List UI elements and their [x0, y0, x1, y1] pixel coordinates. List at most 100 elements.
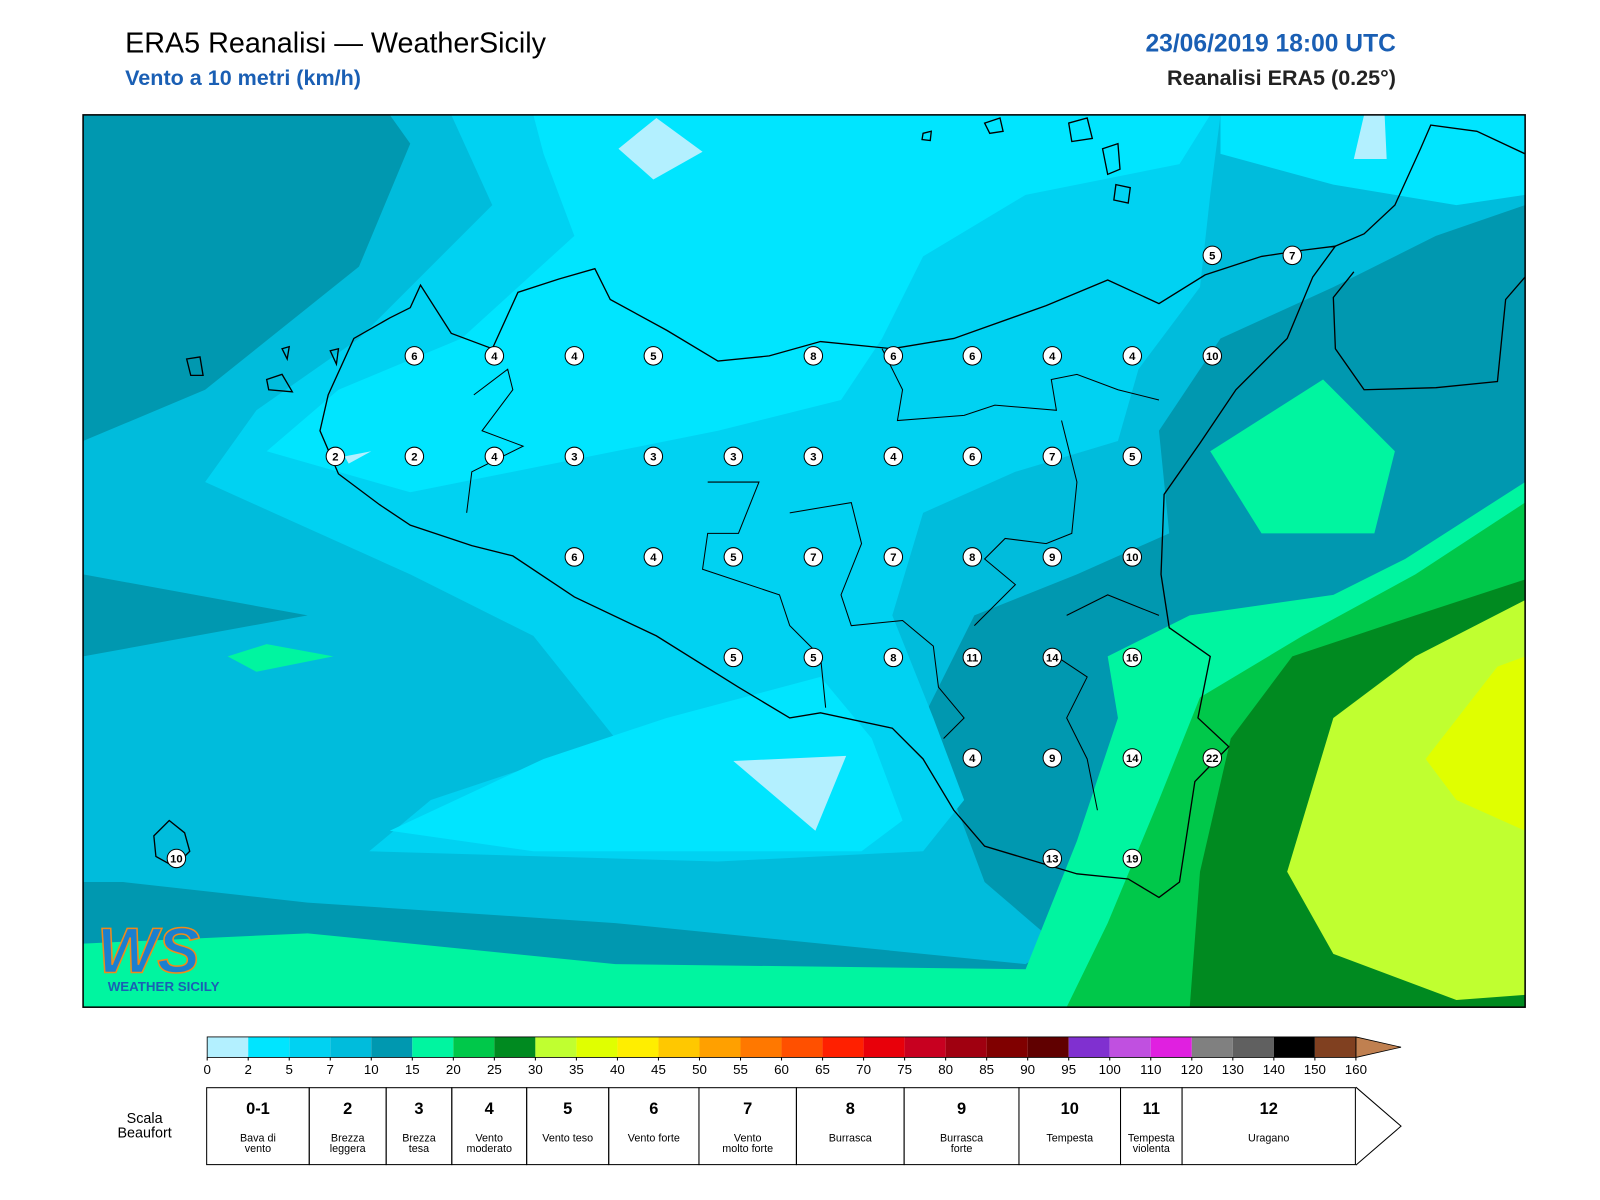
beaufort-force: 12: [1259, 1100, 1278, 1118]
beaufort-force: 6: [649, 1100, 659, 1118]
beaufort-cell: 9 Burrasca forte: [903, 1087, 1020, 1166]
station-marker: [1122, 446, 1143, 467]
beaufort-arrow: [1355, 1086, 1402, 1166]
wind-area: [266, 114, 1211, 493]
colorbar-bin: [412, 1036, 454, 1058]
beaufort-force: 0-1: [246, 1100, 270, 1118]
station-value: 5: [650, 351, 656, 363]
station-marker: [643, 346, 664, 366]
map-frame: [82, 114, 1526, 1008]
beaufort-cell: 6 Vento forte: [608, 1087, 700, 1166]
station-marker: [962, 346, 983, 366]
beaufort-cell: 2 Brezza leggera: [308, 1087, 387, 1166]
colorbar-tick-label: 100: [1099, 1062, 1121, 1077]
logo-name: WEATHER SICILY: [108, 979, 220, 994]
station-marker: [803, 647, 824, 668]
colorbar-tick-label: 35: [569, 1062, 584, 1077]
station-marker: [1122, 346, 1143, 366]
coastlines: [153, 117, 1526, 899]
beaufort-name: Vento forte: [627, 1132, 680, 1145]
station-value: 14: [1126, 753, 1139, 765]
station-value: 7: [1289, 250, 1295, 262]
colorbar-tick-label: 7: [327, 1062, 334, 1077]
station-value: 6: [890, 351, 896, 363]
station-value: 10: [1126, 552, 1139, 564]
beaufort-name: Tempesta: [1046, 1132, 1094, 1145]
station-marker: [1282, 245, 1303, 266]
beaufort-cell: 7 Vento molto forte: [698, 1087, 797, 1166]
colorbar-bin: [781, 1036, 823, 1058]
station-marker: [883, 346, 904, 366]
beaufort-name: Uragano: [1248, 1132, 1290, 1145]
station-marker: [723, 446, 744, 467]
station-marker: [883, 547, 904, 567]
colorbar-bin: [740, 1036, 782, 1058]
station-value: 9: [1049, 753, 1055, 765]
station-marker: [1202, 245, 1223, 266]
beaufort-name: Vento molto forte: [722, 1132, 774, 1155]
station-marker: [564, 446, 585, 467]
beaufort-force: 8: [845, 1100, 855, 1118]
station-marker: [1122, 547, 1143, 567]
colorbar-bin: [1273, 1036, 1315, 1058]
colorbar-bin: [658, 1036, 700, 1058]
station-value: 8: [810, 351, 816, 363]
title: ERA5 Reanalisi — WeatherSicily: [125, 26, 546, 59]
colorbar-outline: [206, 1036, 1357, 1058]
beaufort-name: Vento moderato: [466, 1132, 512, 1155]
logo-mark: WS: [97, 915, 199, 986]
station-marker: [1042, 446, 1063, 467]
colorbar-bin: [248, 1036, 290, 1058]
station-value: 14: [1046, 653, 1059, 665]
station-value: 9: [1049, 552, 1055, 564]
station-value: 8: [969, 552, 975, 564]
station-value: 7: [810, 552, 816, 564]
station-marker: [1202, 748, 1223, 768]
colorbar-tick-label: 55: [733, 1062, 748, 1077]
station-marker: [803, 346, 824, 366]
colorbar-bin: [945, 1036, 987, 1058]
station-marker: [962, 547, 983, 567]
station-marker: [404, 446, 425, 467]
colorbar-tick-label: 45: [651, 1062, 666, 1077]
beaufort-name: Burrasca: [828, 1132, 872, 1145]
wind-area: [227, 644, 334, 672]
colorbar-tick-label: 2: [244, 1062, 251, 1077]
station-marker: [1042, 647, 1063, 668]
beaufort-name: Brezza leggera: [329, 1132, 366, 1155]
colorbar-tick-label: 30: [528, 1062, 543, 1077]
beaufort-force: 7: [743, 1100, 753, 1118]
station-value: 7: [1049, 452, 1055, 464]
beaufort-name: Vento teso: [542, 1132, 594, 1145]
station-value: 3: [730, 452, 736, 464]
colorbar-extension: [1355, 1036, 1402, 1058]
colorbar-tick-label: 120: [1181, 1062, 1203, 1077]
beaufort-cell: 0-1 Bava di vento: [206, 1087, 310, 1166]
colorbar-tick-label: 65: [815, 1062, 830, 1077]
colorbar-tick-label: 60: [774, 1062, 789, 1077]
colorbar-bin: [986, 1036, 1028, 1058]
station-value: 5: [810, 653, 816, 665]
colorbar-bin: [1150, 1036, 1192, 1058]
station-value: 6: [571, 552, 577, 564]
station-marker: [564, 346, 585, 366]
beaufort-force: 4: [484, 1100, 494, 1118]
station-marker: [883, 647, 904, 668]
colorbar-tick-label: 80: [938, 1062, 953, 1077]
station-marker: [564, 547, 585, 567]
wind-area: [733, 755, 847, 831]
colorbar-tick-label: 150: [1304, 1062, 1326, 1077]
colorbar-bin: [904, 1036, 946, 1058]
wind-area: [389, 676, 903, 852]
station-marker: [1122, 848, 1143, 869]
station-value: 5: [730, 552, 736, 564]
beaufort-cell: 11 Tempesta violenta: [1119, 1087, 1183, 1166]
station-marker: [1042, 346, 1063, 366]
station-value: 3: [650, 452, 656, 464]
wind-area: [1425, 656, 1526, 831]
source: Reanalisi ERA5 (0.25°): [1167, 66, 1396, 91]
beaufort-cell: 4 Vento moderato: [451, 1087, 528, 1166]
beaufort-cell: 10 Tempesta: [1018, 1087, 1122, 1166]
